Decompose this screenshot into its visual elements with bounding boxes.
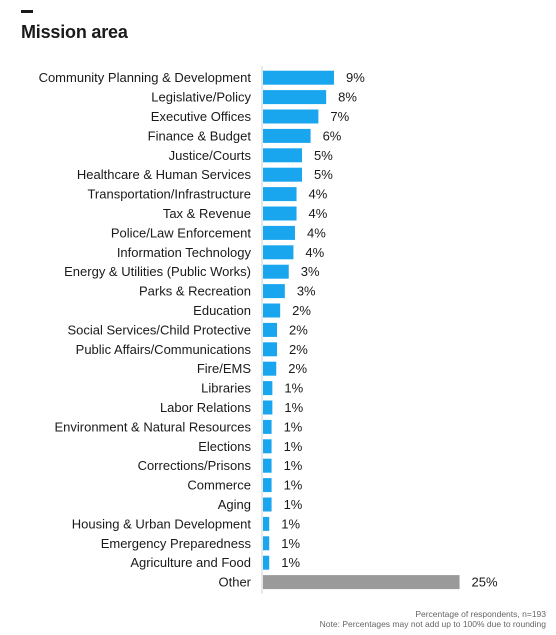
category-label: Finance & Budget xyxy=(148,128,252,143)
bar xyxy=(263,478,272,493)
category-label: Environment & Natural Resources xyxy=(54,419,251,434)
bar xyxy=(263,322,278,337)
value-label: 8% xyxy=(338,90,357,105)
category-label: Agriculture and Food xyxy=(130,555,251,570)
category-label: Information Technology xyxy=(117,245,252,260)
value-label: 2% xyxy=(288,361,307,376)
footer-rounding-note: Note: Percentages may not add up to 100%… xyxy=(319,619,546,629)
category-label: Parks & Recreation xyxy=(139,284,251,299)
value-label: 2% xyxy=(289,322,308,337)
value-label: 1% xyxy=(284,478,303,493)
bar xyxy=(263,381,273,396)
value-label: 1% xyxy=(284,381,303,396)
bar xyxy=(263,187,297,202)
bar xyxy=(263,536,270,551)
bar xyxy=(263,400,273,415)
value-label: 1% xyxy=(281,555,300,570)
value-label: 6% xyxy=(323,128,342,143)
category-label: Other xyxy=(218,575,251,590)
category-label: Corrections/Prisons xyxy=(138,458,252,473)
bar-chart: Community Planning & Development 9% Legisl… xyxy=(39,66,498,594)
bar xyxy=(263,128,311,143)
bar xyxy=(263,439,272,454)
bar xyxy=(263,109,319,124)
category-label: Fire/EMS xyxy=(197,361,252,376)
category-label: Public Affairs/Communications xyxy=(76,342,252,357)
category-label: Emergency Preparedness xyxy=(101,536,252,551)
title-accent-dash xyxy=(21,10,33,13)
bar xyxy=(263,303,281,318)
category-label: Executive Offices xyxy=(151,109,252,124)
value-label: 1% xyxy=(281,536,300,551)
category-label: Healthcare & Human Services xyxy=(77,167,252,182)
bar xyxy=(263,555,270,570)
category-label: Community Planning & Development xyxy=(39,70,252,85)
bar xyxy=(263,361,277,376)
value-label: 1% xyxy=(284,458,303,473)
bar xyxy=(263,575,460,590)
bar xyxy=(263,419,272,434)
category-label: Transportation/Infrastructure xyxy=(87,187,251,202)
bar xyxy=(263,70,334,85)
value-label: 3% xyxy=(297,284,316,299)
bar xyxy=(263,167,302,182)
category-label: Housing & Urban Development xyxy=(72,516,252,531)
category-label: Labor Relations xyxy=(160,400,252,415)
category-label: Energy & Utilities (Public Works) xyxy=(64,264,251,279)
footer-sample-note: Percentage of respondents, n=193 xyxy=(415,609,546,619)
value-label: 3% xyxy=(301,264,320,279)
value-label: 1% xyxy=(284,400,303,415)
value-label: 2% xyxy=(289,342,308,357)
value-label: 1% xyxy=(281,516,300,531)
bar xyxy=(263,225,295,240)
value-label: 1% xyxy=(284,497,303,512)
value-label: 5% xyxy=(314,148,333,163)
value-label: 7% xyxy=(330,109,349,124)
bar xyxy=(263,458,272,473)
value-label: 4% xyxy=(307,225,326,240)
category-label: Justice/Courts xyxy=(169,148,252,163)
value-label: 5% xyxy=(314,167,333,182)
bar xyxy=(263,148,302,163)
category-label: Education xyxy=(193,303,251,318)
bar xyxy=(263,264,289,279)
value-label: 2% xyxy=(292,303,311,318)
chart-title: Mission area xyxy=(21,22,128,42)
category-label: Police/Law Enforcement xyxy=(111,225,252,240)
bar xyxy=(263,245,294,260)
category-label: Elections xyxy=(198,439,251,454)
category-label: Social Services/Child Protective xyxy=(67,322,251,337)
bar xyxy=(263,206,297,221)
value-label: 25% xyxy=(472,575,498,590)
category-label: Legislative/Policy xyxy=(151,90,251,105)
bar xyxy=(263,516,270,531)
value-label: 4% xyxy=(305,245,324,260)
bar xyxy=(263,90,327,105)
chart-footer: Percentage of respondents, n=193 Note: P… xyxy=(320,609,546,629)
value-label: 1% xyxy=(284,439,303,454)
category-label: Aging xyxy=(218,497,251,512)
value-label: 1% xyxy=(284,419,303,434)
value-label: 4% xyxy=(309,187,328,202)
bar xyxy=(263,342,278,357)
bar xyxy=(263,497,272,512)
value-label: 9% xyxy=(346,70,365,85)
category-label: Tax & Revenue xyxy=(163,206,251,221)
bar xyxy=(263,284,285,299)
category-label: Commerce xyxy=(187,478,251,493)
value-label: 4% xyxy=(309,206,328,221)
category-label: Libraries xyxy=(201,381,251,396)
